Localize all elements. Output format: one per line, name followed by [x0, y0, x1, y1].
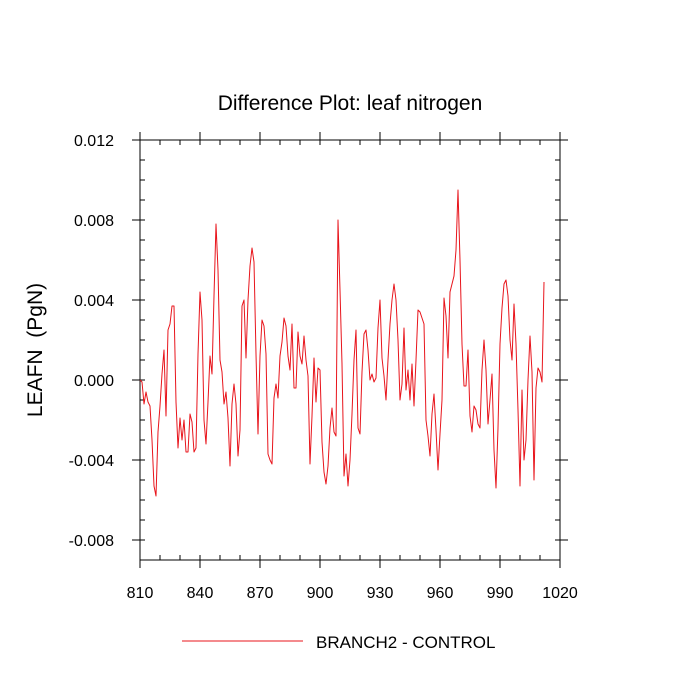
plot-frame: [139, 139, 561, 561]
x-tick-label: 990: [487, 585, 514, 602]
series-layer: [139, 189, 545, 497]
x-tick-label: 1020: [542, 585, 578, 602]
x-tick-label: 870: [247, 585, 274, 602]
x-tick-label: 840: [187, 585, 214, 602]
plot-border: [139, 139, 561, 561]
x-tick-label: 930: [367, 585, 394, 602]
y-tick-label: 0.000: [74, 373, 114, 390]
x-tick-label: 960: [427, 585, 454, 602]
y-tick-label: 0.012: [74, 133, 114, 150]
legend-label: BRANCH2 - CONTROL: [316, 633, 495, 652]
chart-title: Difference Plot: leaf nitrogen: [218, 92, 483, 115]
y-tick-label: 0.004: [74, 293, 114, 310]
legend: BRANCH2 - CONTROL: [182, 633, 495, 652]
y-axis-label: LEAFN (PgN): [24, 283, 47, 417]
y-tick-label: 0.008: [74, 213, 114, 230]
y-tick-label: -0.004: [69, 453, 114, 470]
series-line: [139, 189, 545, 497]
y-tick-label: -0.008: [69, 533, 114, 550]
x-tick-label: 900: [307, 585, 334, 602]
x-tick-label: 810: [127, 585, 154, 602]
x-axis: 810 840 870 900 930 960 990 1020: [127, 132, 578, 602]
y-axis: -0.008 -0.004 0.000 0.004 0.008 0.012: [69, 133, 568, 561]
